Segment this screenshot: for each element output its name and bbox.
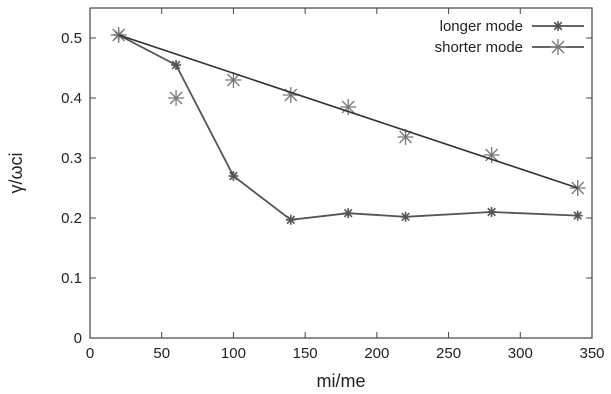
y-tick-label: 0.1: [61, 270, 82, 287]
x-tick-label: 200: [364, 345, 389, 362]
series-0: [113, 30, 583, 225]
x-tick-label: 50: [153, 345, 170, 362]
data-point: [282, 87, 299, 103]
legend-marker: [550, 39, 566, 55]
data-point: [483, 147, 500, 163]
legend: longer mode shorter mode: [435, 18, 584, 56]
x-axis-title: mi/me: [317, 371, 366, 391]
data-point: [397, 129, 414, 145]
data-point: [285, 214, 296, 225]
x-tick-label: 0: [86, 345, 94, 362]
series-2: [118, 34, 578, 189]
y-tick-label: 0.4: [61, 90, 82, 107]
legend-marker: [553, 21, 563, 31]
legend-item: shorter mode: [435, 39, 584, 56]
legend-label: shorter mode: [435, 39, 523, 56]
legend-item: longer mode: [440, 18, 584, 35]
x-tick-label: 150: [293, 345, 318, 362]
y-tick-label: 0.5: [61, 30, 82, 47]
data-point: [225, 72, 242, 88]
data-point: [400, 211, 411, 222]
axis-ticks: 0 50 100 150 200 250 300 350 0 0.1 0.2 0.3 0.4 0.5: [61, 8, 605, 362]
y-tick-label: 0.3: [61, 150, 82, 167]
x-tick-label: 100: [221, 345, 246, 362]
data-point: [486, 207, 497, 217]
x-tick-label: 250: [436, 345, 461, 362]
data-point: [171, 60, 182, 70]
y-tick-label: 0.2: [61, 210, 82, 227]
legend-label: longer mode: [440, 18, 523, 35]
plot-frame: [89, 7, 593, 339]
series-line: [118, 34, 578, 189]
data-point: [228, 171, 239, 181]
x-tick-label: 350: [579, 345, 604, 362]
data-point: [168, 90, 185, 106]
data-point: [343, 208, 354, 219]
series-group: [110, 27, 586, 225]
series-line: [118, 34, 578, 221]
y-axis-title: γ/ωci: [6, 152, 26, 193]
data-point: [572, 210, 583, 221]
series-1: [110, 27, 586, 196]
y-tick-label: 0: [74, 330, 82, 347]
x-tick-label: 300: [508, 345, 533, 362]
